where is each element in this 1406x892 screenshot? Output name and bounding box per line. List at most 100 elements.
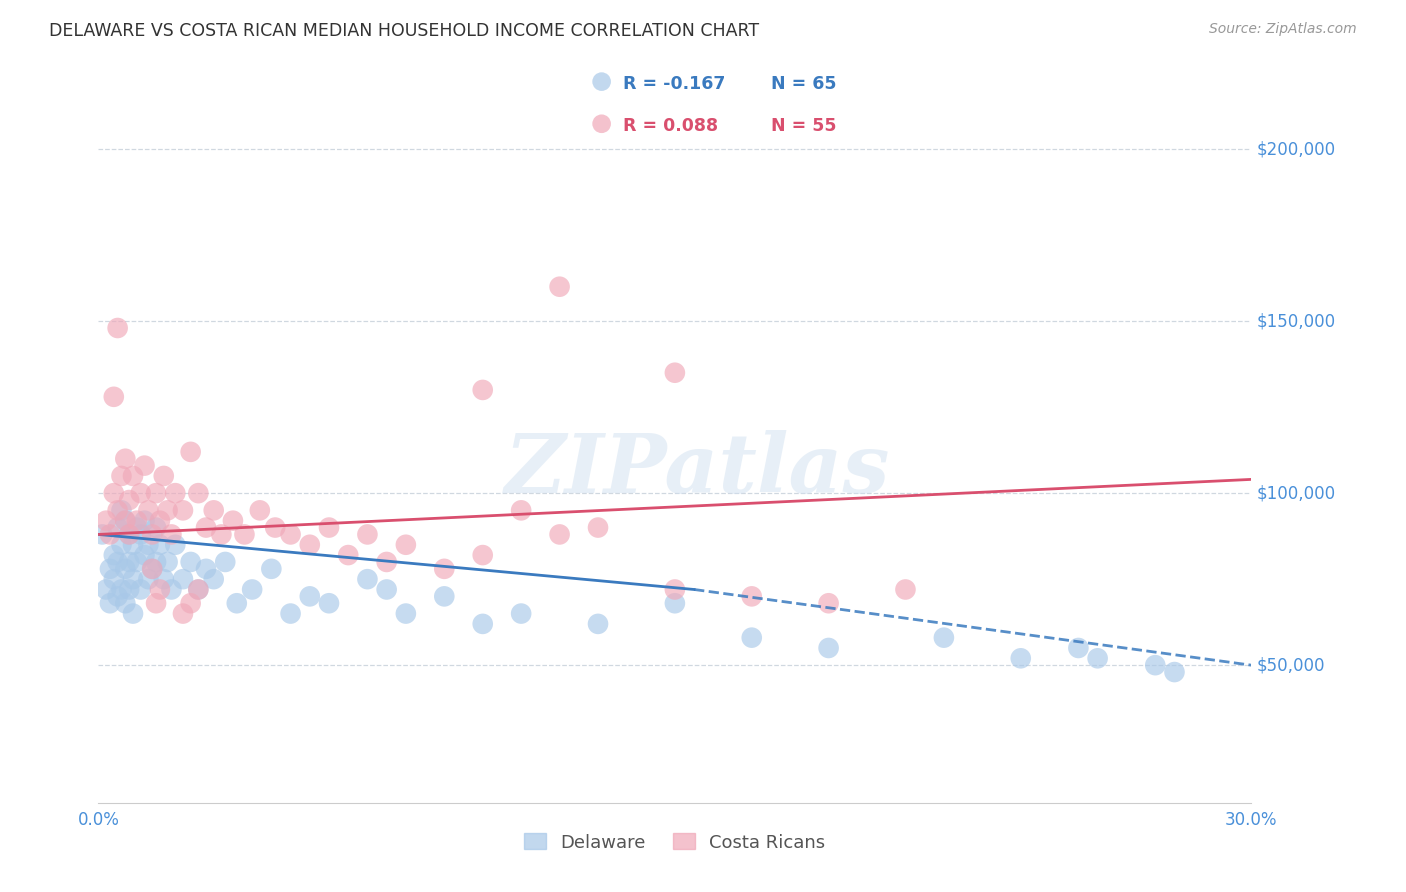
Point xyxy=(145,520,167,534)
Point xyxy=(433,562,456,576)
Text: $150,000: $150,000 xyxy=(1257,312,1336,330)
Point xyxy=(187,582,209,597)
Point xyxy=(110,538,132,552)
Point xyxy=(138,572,160,586)
Point xyxy=(337,548,360,562)
Point xyxy=(1067,640,1090,655)
Legend: Delaware, Costa Ricans: Delaware, Costa Ricans xyxy=(517,826,832,859)
Point xyxy=(375,582,398,597)
Point xyxy=(172,503,194,517)
Point xyxy=(471,616,494,631)
Point xyxy=(134,548,156,562)
Point xyxy=(160,582,183,597)
Point xyxy=(98,596,121,610)
Point xyxy=(103,486,125,500)
Text: Source: ZipAtlas.com: Source: ZipAtlas.com xyxy=(1209,22,1357,37)
Point xyxy=(118,493,141,508)
Point xyxy=(165,538,187,552)
Point xyxy=(817,596,839,610)
Point xyxy=(107,590,129,604)
Text: R = 0.088: R = 0.088 xyxy=(623,117,718,135)
Point xyxy=(118,527,141,541)
Point xyxy=(122,469,145,483)
Point xyxy=(172,607,194,621)
Point xyxy=(152,572,174,586)
Point xyxy=(202,572,225,586)
Point xyxy=(195,562,218,576)
Point xyxy=(118,582,141,597)
Text: $100,000: $100,000 xyxy=(1257,484,1336,502)
Point xyxy=(548,527,571,541)
Point xyxy=(110,582,132,597)
Point xyxy=(741,590,763,604)
Point xyxy=(134,514,156,528)
Point xyxy=(664,596,686,610)
Point xyxy=(141,527,163,541)
Point xyxy=(260,562,283,576)
Point xyxy=(145,596,167,610)
Point xyxy=(510,503,533,517)
Point xyxy=(249,503,271,517)
Point xyxy=(138,503,160,517)
Text: ZIPatlas: ZIPatlas xyxy=(505,431,890,510)
Point xyxy=(122,607,145,621)
Point xyxy=(103,548,125,562)
Point xyxy=(149,582,172,597)
Point xyxy=(156,555,179,569)
Point xyxy=(1010,651,1032,665)
Point xyxy=(107,520,129,534)
Point xyxy=(165,486,187,500)
Point xyxy=(894,582,917,597)
Point xyxy=(160,527,183,541)
Point xyxy=(180,445,202,459)
Point xyxy=(187,582,209,597)
Point xyxy=(94,514,117,528)
Point xyxy=(471,383,494,397)
Point xyxy=(664,582,686,597)
Point xyxy=(264,520,287,534)
Point xyxy=(118,527,141,541)
Point xyxy=(209,527,232,541)
Point xyxy=(110,469,132,483)
Point xyxy=(114,596,136,610)
Point xyxy=(1087,651,1109,665)
Point xyxy=(1163,665,1185,679)
Point xyxy=(141,562,163,576)
Point xyxy=(103,390,125,404)
Point xyxy=(114,514,136,528)
Point xyxy=(103,572,125,586)
Point xyxy=(433,590,456,604)
Point xyxy=(149,538,172,552)
Point xyxy=(318,520,340,534)
Point xyxy=(233,527,256,541)
Point xyxy=(91,527,114,541)
Point xyxy=(214,555,236,569)
Point xyxy=(395,607,418,621)
Point xyxy=(125,555,148,569)
Text: R = -0.167: R = -0.167 xyxy=(623,75,725,93)
Point xyxy=(817,640,839,655)
Point xyxy=(586,616,609,631)
Point xyxy=(114,451,136,466)
Text: $50,000: $50,000 xyxy=(1257,657,1326,674)
Point xyxy=(180,596,202,610)
Point xyxy=(138,538,160,552)
Point xyxy=(195,520,218,534)
Point xyxy=(134,458,156,473)
Point xyxy=(187,486,209,500)
Text: N = 65: N = 65 xyxy=(770,75,837,93)
Point xyxy=(145,486,167,500)
Point xyxy=(156,503,179,517)
Point xyxy=(471,548,494,562)
Point xyxy=(222,514,245,528)
Text: $200,000: $200,000 xyxy=(1257,140,1336,158)
Point xyxy=(107,555,129,569)
Point xyxy=(298,590,321,604)
Point xyxy=(172,572,194,586)
Point xyxy=(125,514,148,528)
Point xyxy=(118,555,141,569)
Point xyxy=(356,572,378,586)
Point xyxy=(145,555,167,569)
Point xyxy=(1144,658,1167,673)
Text: DELAWARE VS COSTA RICAN MEDIAN HOUSEHOLD INCOME CORRELATION CHART: DELAWARE VS COSTA RICAN MEDIAN HOUSEHOLD… xyxy=(49,22,759,40)
